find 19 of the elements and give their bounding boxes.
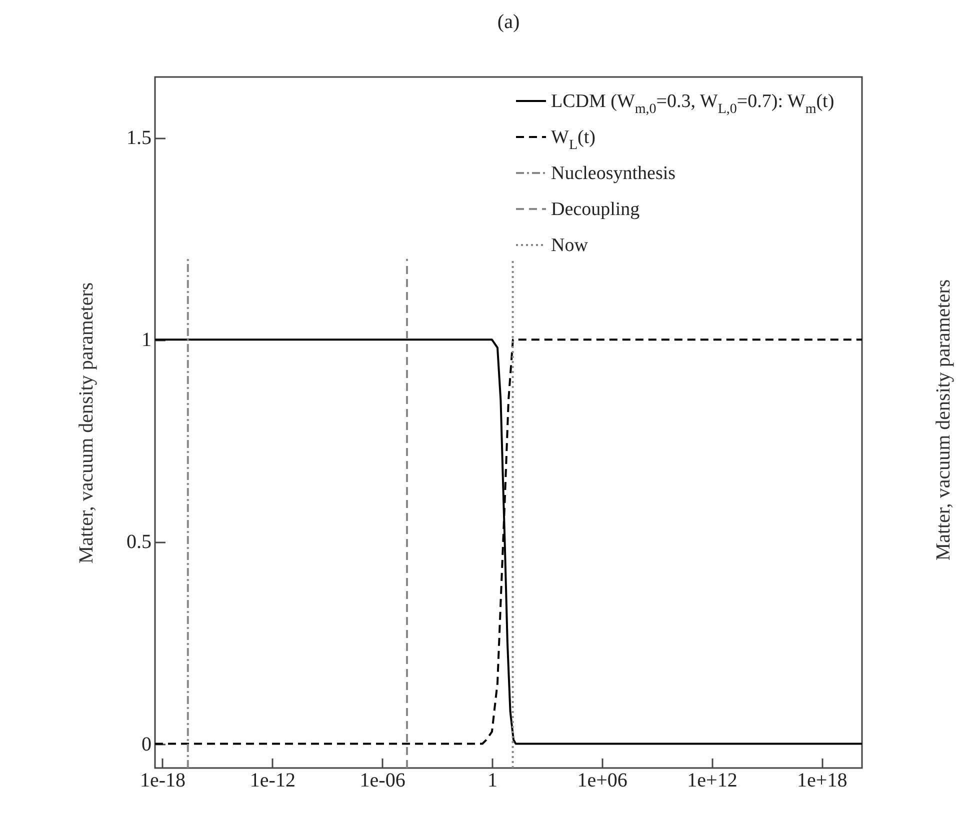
y-tick-label: 1.5 <box>126 127 152 150</box>
legend-label: LCDM (W$_{m,0}$=0.3, W$_{L,0}$=0.7): W$_{m}$(t) <box>551 91 834 117</box>
legend-label: Now <box>551 235 588 256</box>
y-axis-title: Matter, vacuum density parameters <box>76 282 98 564</box>
text: Matter, vacuum density parameters <box>932 279 956 561</box>
x-tick-label: 1e-18 <box>140 770 186 792</box>
x-tick-label: 1e+12 <box>687 770 738 792</box>
x-tick-label: 1 <box>487 770 498 792</box>
chart-title: (a) <box>497 11 520 33</box>
y-tick-label: 0.5 <box>126 531 152 554</box>
legend-label: W$_{L}$(t) <box>551 127 596 153</box>
y-tick-label: 0 <box>142 733 152 756</box>
legend-label: Nucleosynthesis <box>551 163 676 184</box>
x-tick-label: 1e-12 <box>250 770 296 792</box>
x-tick-label: 1e+06 <box>577 770 628 792</box>
legend-label: Decoupling <box>551 199 640 220</box>
x-tick-label: 1e+18 <box>797 770 848 792</box>
x-tick-label: 1e-06 <box>360 770 406 792</box>
y-tick-label: 1 <box>142 329 152 352</box>
